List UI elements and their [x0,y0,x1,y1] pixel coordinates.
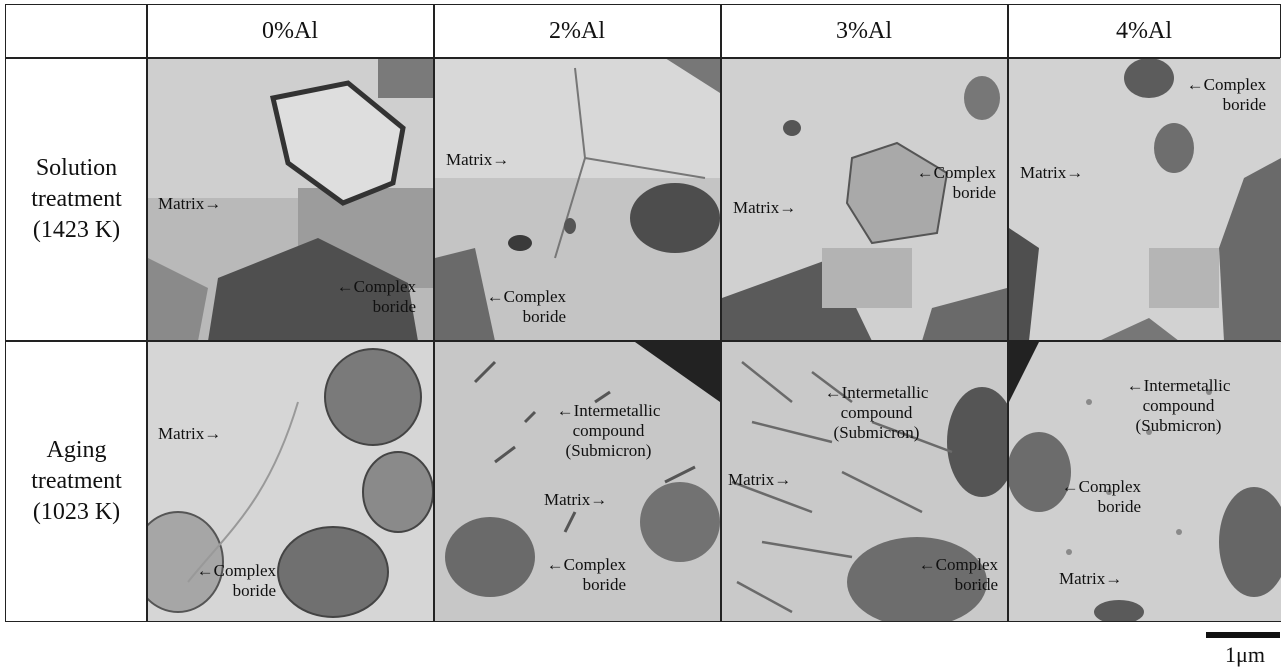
label-complex-boride: ←Complex boride [196,561,276,600]
micrograph-aging-0al [148,342,433,621]
scale-bar-label: 1μm [1225,642,1265,667]
grid-line [6,57,1280,59]
micrograph-solution-3al [722,58,1007,341]
grid-line [6,340,1280,342]
grid-line [720,5,722,621]
label-complex-boride: ←Complex boride [916,163,996,202]
label-matrix: Matrix→ [1020,163,1084,182]
micrograph-aging-4al [1009,342,1281,621]
label-complex-boride: ←Complex boride [1186,75,1266,114]
label-matrix: Matrix→ [728,470,792,489]
label-complex-boride: ←Complex boride [336,277,416,316]
row-header-solution: Solution treatment (1423 K) [31,155,122,243]
column-header-2al: 2%Al [549,17,605,44]
micrograph-aging-3al [722,342,1007,621]
column-header-4al: 4%Al [1116,17,1172,44]
label-complex-boride: ←Complex boride [546,555,626,594]
label-matrix: Matrix→ [158,424,222,443]
column-header-3al: 3%Al [836,17,892,44]
label-complex-boride: ←Complex boride [486,287,566,326]
micrograph-aging-2al [435,342,720,621]
micrograph-solution-4al [1009,58,1281,341]
grid-line [433,5,435,621]
micrograph-solution-0al [148,58,433,341]
grid-line [1007,5,1009,621]
column-header-0al: 0%Al [262,17,318,44]
label-matrix: Matrix→ [733,198,797,217]
grid-line [146,5,148,621]
label-matrix: Matrix→ [544,490,608,509]
label-matrix: Matrix→ [1059,569,1123,588]
label-matrix: Matrix→ [446,150,510,169]
label-intermetallic-compound: ←Intermetallic compound (Submicron) [1126,376,1231,435]
label-intermetallic-compound: ←Intermetallic compound (Submicron) [824,383,929,442]
scale-bar [1206,632,1280,638]
label-matrix: Matrix→ [158,194,222,213]
label-complex-boride: ←Complex boride [918,555,998,594]
micrograph-table: 0%Al 2%Al 3%Al 4%Al Solution treatment (… [5,4,1281,622]
label-intermetallic-compound: ←Intermetallic compound (Submicron) [556,401,661,460]
row-header-aging: Aging treatment (1023 K) [31,437,122,525]
micrograph-solution-2al [435,58,720,341]
label-complex-boride: ←Complex boride [1061,477,1141,516]
